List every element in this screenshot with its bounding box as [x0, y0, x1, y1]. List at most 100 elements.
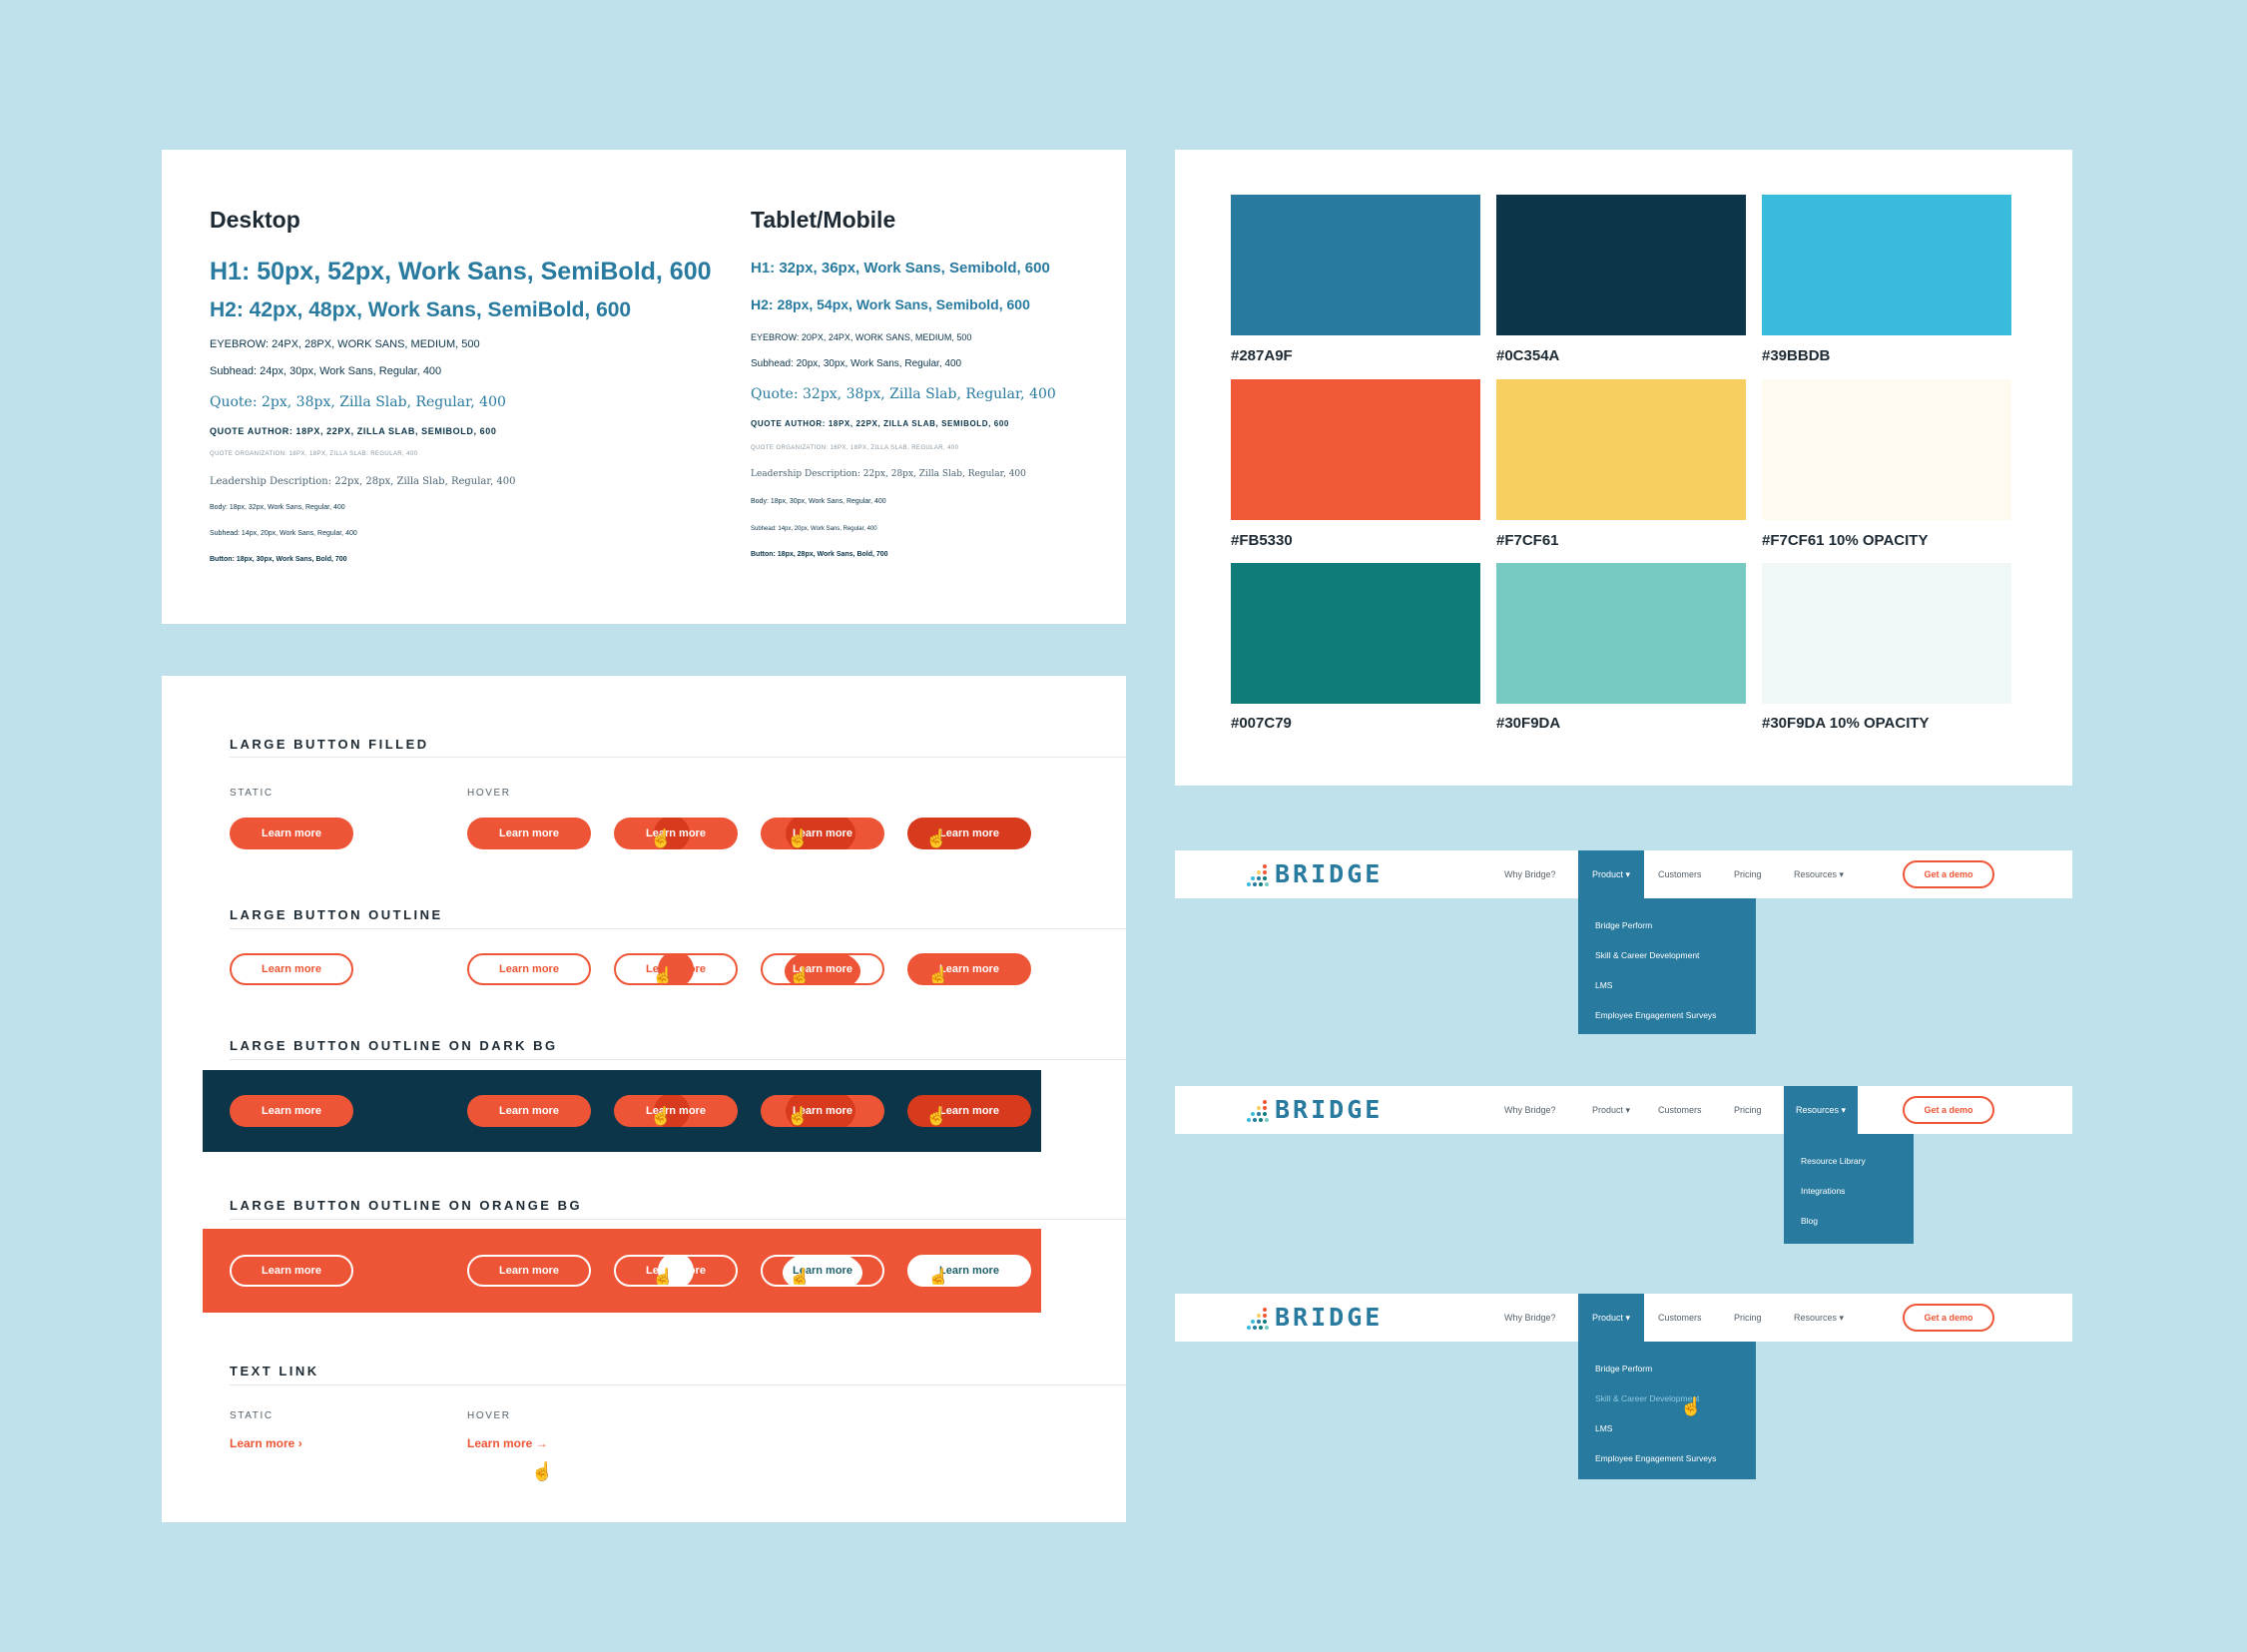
- bridge-logo[interactable]: BRIDGE: [1247, 1303, 1383, 1332]
- brand-name: BRIDGE: [1275, 859, 1384, 888]
- learn-more-white-outline-button[interactable]: Learn more ☝: [614, 1255, 738, 1287]
- learn-more-button[interactable]: Learn more: [230, 818, 353, 849]
- nav-pricing[interactable]: Pricing: [1734, 1313, 1762, 1323]
- hand-cursor-icon: ☝: [650, 828, 673, 848]
- resources-dropdown: Resource Library Integrations Blog: [1784, 1134, 1914, 1244]
- mobile-quote-org-spec: QUOTE ORGANIZATION: 16PX, 18PX, ZILLA SL…: [751, 445, 959, 451]
- color-palette-card: #287A9F #0C354A #39BBDB #FB5330 #F7CF61 …: [1175, 150, 2072, 786]
- desktop-heading: Desktop: [210, 207, 300, 233]
- button-label: Learn more: [499, 1105, 559, 1117]
- learn-more-white-outline-button[interactable]: Learn more ☝: [761, 1255, 884, 1287]
- bridge-logo[interactable]: BRIDGE: [1247, 1095, 1383, 1124]
- nav-product[interactable]: Product ▾: [1578, 1294, 1644, 1342]
- menu-item[interactable]: Bridge Perform: [1595, 1364, 1653, 1374]
- get-a-demo-button[interactable]: Get a demo: [1903, 860, 1994, 888]
- divider: [230, 1059, 1126, 1060]
- button-label: Learn more: [646, 1265, 706, 1277]
- brand-name: BRIDGE: [1275, 1303, 1384, 1332]
- nav-pricing[interactable]: Pricing: [1734, 1105, 1762, 1115]
- learn-more-white-outline-button[interactable]: Learn more: [467, 1255, 591, 1287]
- mobile-eyebrow-spec: EYEBROW: 20PX, 24PX, WORK SANS, MEDIUM, …: [751, 332, 972, 342]
- learn-more-button[interactable]: Learn more ☝: [761, 818, 884, 849]
- learn-more-outline-button[interactable]: Learn more ☝: [907, 953, 1031, 985]
- nav-resources[interactable]: Resources ▾: [1794, 1312, 1845, 1323]
- hand-cursor-icon: ☝: [652, 966, 675, 985]
- learn-more-outline-button[interactable]: Learn more: [230, 953, 353, 985]
- bridge-logo[interactable]: BRIDGE: [1247, 859, 1383, 888]
- swatch-label: #F7CF61: [1496, 532, 1559, 549]
- mobile-h2-spec: H2: 28px, 54px, Work Sans, Semibold, 600: [751, 296, 1030, 312]
- hand-cursor-icon: ☝: [650, 1106, 673, 1126]
- learn-more-button[interactable]: Learn more: [467, 1095, 591, 1127]
- button-label: Learn more: [262, 1105, 321, 1117]
- learn-more-button[interactable]: Learn more: [467, 818, 591, 849]
- learn-more-button[interactable]: Learn more ☝: [614, 818, 738, 849]
- desktop-leadership-spec: Leadership Description: 22px, 28px, Zill…: [210, 476, 516, 487]
- menu-item[interactable]: Resource Library: [1801, 1156, 1866, 1166]
- learn-more-outline-button[interactable]: Learn more: [467, 953, 591, 985]
- desktop-h1-spec: H1: 50px, 52px, Work Sans, SemiBold, 600: [210, 258, 712, 285]
- nav-pricing[interactable]: Pricing: [1734, 869, 1762, 879]
- state-label-static: STATIC: [230, 1410, 274, 1421]
- learn-more-button[interactable]: Learn more ☝: [907, 1095, 1031, 1127]
- navbar-product-open: BRIDGE Why Bridge? Product ▾ Customers P…: [1175, 850, 2072, 898]
- mobile-subhead-spec: Subhead: 20px, 30px, Work Sans, Regular,…: [751, 358, 962, 369]
- learn-more-outline-button[interactable]: Learn more ☝: [761, 953, 884, 985]
- nav-why-bridge[interactable]: Why Bridge?: [1504, 869, 1556, 879]
- swatch-label: #FB5330: [1231, 532, 1293, 549]
- button-label: Learn more: [939, 1265, 999, 1277]
- learn-more-link-hover[interactable]: Learn more →: [467, 1436, 548, 1450]
- navbar-resources-open: BRIDGE Why Bridge? Product ▾ Customers P…: [1175, 1086, 2072, 1134]
- learn-more-white-outline-button[interactable]: Learn more ☝: [907, 1255, 1031, 1287]
- mobile-button-spec: Button: 18px, 28px, Work Sans, Bold, 700: [751, 551, 888, 558]
- button-label: Learn more: [499, 827, 559, 839]
- learn-more-button[interactable]: Learn more ☝: [761, 1095, 884, 1127]
- swatch-39bbdb: [1762, 195, 2011, 335]
- button-label: Learn more: [793, 827, 852, 839]
- learn-more-button[interactable]: Learn more: [230, 1095, 353, 1127]
- nav-customers[interactable]: Customers: [1658, 1313, 1702, 1323]
- button-label: Learn more: [262, 827, 321, 839]
- menu-item[interactable]: Skill & Career Development: [1595, 950, 1700, 960]
- hand-cursor-icon: ☝: [927, 1268, 950, 1287]
- learn-more-outline-button[interactable]: Learn more ☝: [614, 953, 738, 985]
- menu-item[interactable]: LMS: [1595, 1423, 1613, 1433]
- state-label-hover: HOVER: [467, 788, 511, 799]
- mobile-leadership-spec: Leadership Description: 22px, 28px, Zill…: [751, 469, 1026, 479]
- nav-customers[interactable]: Customers: [1658, 869, 1702, 879]
- menu-item[interactable]: Integrations: [1801, 1186, 1846, 1196]
- hover-fill: [654, 1095, 690, 1127]
- hand-cursor-icon: ☝: [787, 828, 810, 848]
- menu-item-hovered[interactable]: Skill & Career Development: [1595, 1393, 1700, 1403]
- menu-item[interactable]: Employee Engagement Surveys: [1595, 1453, 1717, 1463]
- learn-more-link[interactable]: Learn more ›: [230, 1436, 302, 1450]
- learn-more-button[interactable]: Learn more ☝: [907, 818, 1031, 849]
- nav-customers[interactable]: Customers: [1658, 1105, 1702, 1115]
- typography-card: Desktop H1: 50px, 52px, Work Sans, SemiB…: [162, 150, 1126, 624]
- menu-item[interactable]: Blog: [1801, 1216, 1819, 1226]
- divider: [230, 757, 1126, 758]
- hand-cursor-icon: ☝: [925, 1106, 948, 1126]
- menu-item[interactable]: Bridge Perform: [1595, 920, 1653, 930]
- mobile-h1-spec: H1: 32px, 36px, Work Sans, Semibold, 600: [751, 260, 1050, 276]
- swatch-f7cf61-10: [1762, 379, 2011, 520]
- nav-resources[interactable]: Resources ▾: [1794, 868, 1845, 879]
- learn-more-button[interactable]: Learn more ☝: [614, 1095, 738, 1127]
- navbar-product-hover: BRIDGE Why Bridge? Product ▾ Customers P…: [1175, 1294, 2072, 1342]
- get-a-demo-button[interactable]: Get a demo: [1903, 1304, 1994, 1332]
- button-label: Learn more: [939, 963, 999, 975]
- hover-fill: [654, 818, 690, 849]
- menu-item[interactable]: LMS: [1595, 980, 1613, 990]
- mobile-heading: Tablet/Mobile: [751, 207, 896, 233]
- nav-why-bridge[interactable]: Why Bridge?: [1504, 1105, 1556, 1115]
- learn-more-white-outline-button[interactable]: Learn more: [230, 1255, 353, 1287]
- nav-product[interactable]: Product ▾: [1578, 850, 1644, 898]
- hand-cursor-icon: ☝: [787, 1106, 810, 1126]
- nav-resources[interactable]: Resources ▾: [1784, 1086, 1858, 1134]
- get-a-demo-button[interactable]: Get a demo: [1903, 1096, 1994, 1124]
- nav-why-bridge[interactable]: Why Bridge?: [1504, 1313, 1556, 1323]
- section-title-text-link: TEXT LINK: [230, 1364, 319, 1378]
- menu-item[interactable]: Employee Engagement Surveys: [1595, 1010, 1717, 1020]
- swatch-287a9f: [1231, 195, 1480, 335]
- nav-product[interactable]: Product ▾: [1592, 1104, 1631, 1115]
